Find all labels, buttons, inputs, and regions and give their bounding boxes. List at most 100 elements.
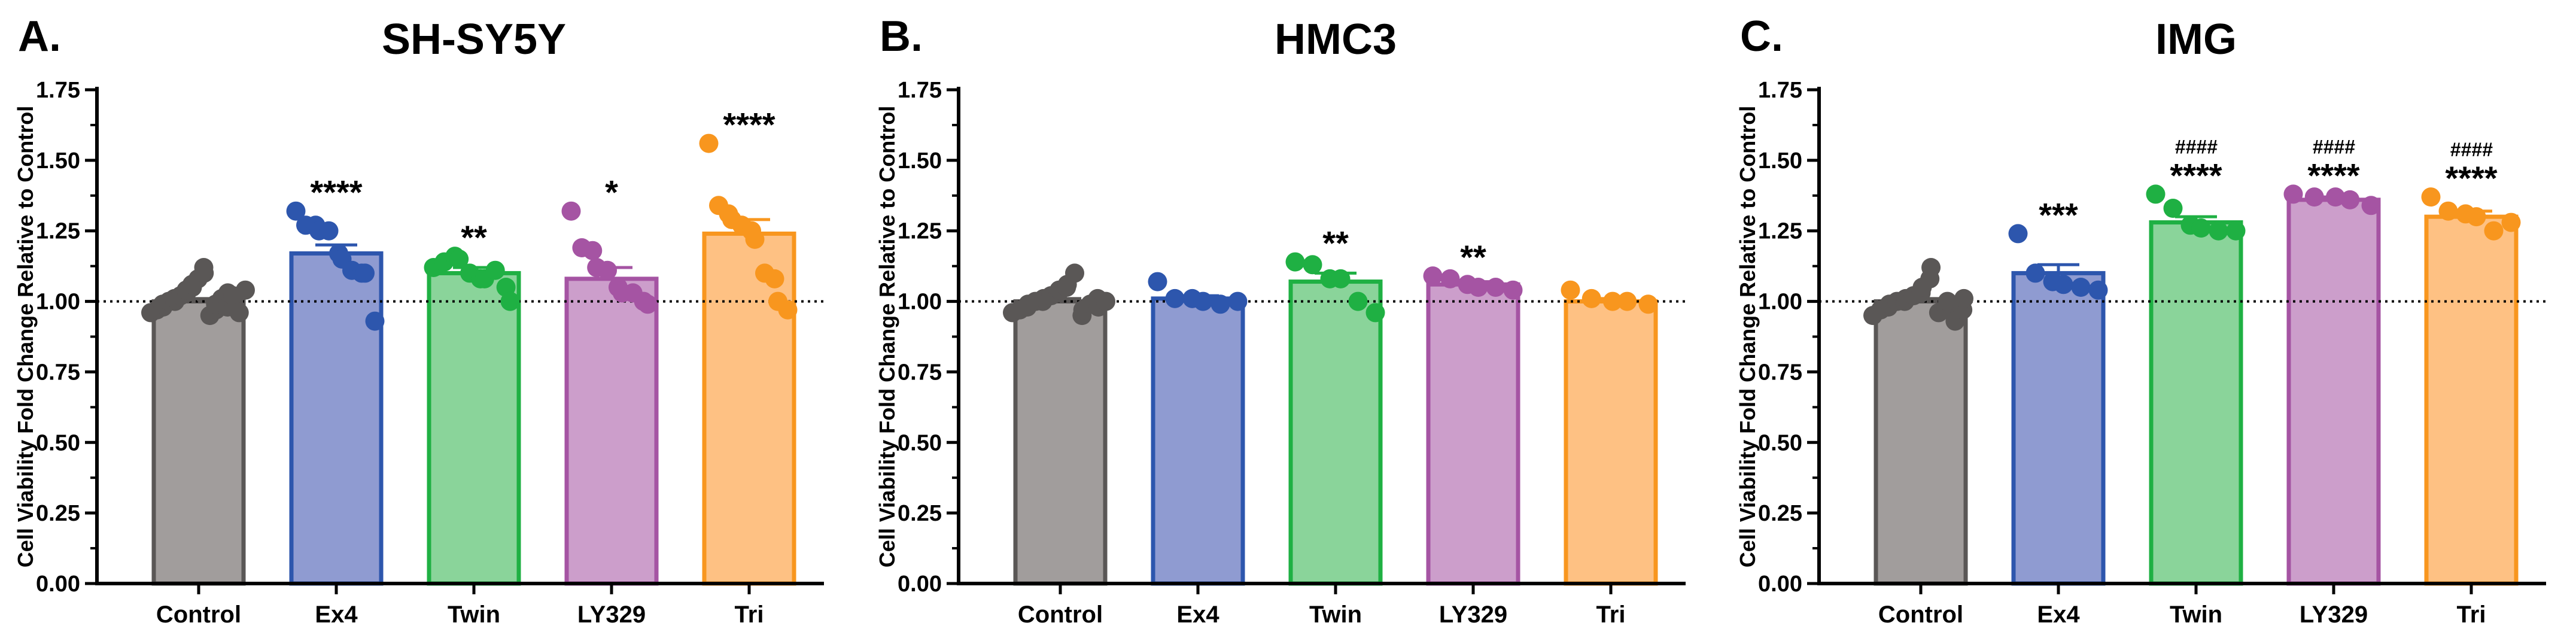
significance-label: *** (2039, 196, 2078, 233)
data-point (1165, 288, 1185, 308)
data-point (229, 303, 249, 323)
data-point (365, 311, 385, 331)
x-tick-label: Tri (2457, 601, 2486, 628)
x-tick-label: Ex4 (315, 601, 358, 628)
data-point (319, 221, 339, 241)
data-point (2283, 184, 2303, 204)
significance-label: **** (2170, 156, 2222, 194)
bar-ly329 (2286, 198, 2381, 586)
y-tick-label: 1.75 (36, 78, 80, 103)
data-point (745, 229, 765, 249)
y-tick-label: 1.25 (36, 219, 80, 244)
x-tick-label: Tri (1596, 601, 1626, 628)
significance-hash-label: #### (2312, 136, 2355, 157)
data-point (2008, 224, 2028, 244)
y-tick-label: 1.00 (1758, 290, 1802, 315)
chart-panel-1: A. SH-SY5Y Cell Viability Fold Change Rela… (13, 13, 824, 628)
data-point (1638, 294, 1658, 314)
data-point (2226, 221, 2246, 241)
x-tick-label: Twin (1309, 601, 1362, 628)
x-tick-label: Twin (2170, 601, 2222, 628)
significance-label: ** (1460, 238, 1486, 276)
data-point (1193, 291, 1213, 311)
significance-hash-label: #### (2174, 136, 2217, 157)
data-point (1561, 280, 1580, 300)
data-point (2501, 212, 2521, 232)
y-axis-label: Cell Viability Fold Change Relative to C… (875, 106, 899, 567)
bar-twin (427, 271, 521, 586)
data-point (598, 260, 618, 280)
data-point (500, 291, 520, 311)
data-point (583, 241, 603, 260)
panel-letter: B. (880, 13, 923, 60)
data-point (355, 263, 375, 283)
chart-panel-3: C. IMG Cell Viability Fold Change Relative… (1735, 13, 2546, 628)
bar-twin (1288, 279, 1383, 586)
x-tick-label: Ex4 (2037, 601, 2080, 628)
y-tick-label: 1.50 (898, 148, 942, 174)
y-tick-label: 1.50 (36, 148, 80, 174)
bar-ex4 (1151, 296, 1245, 586)
data-point (1211, 294, 1230, 314)
bar-tri (1564, 299, 1658, 586)
data-point (1954, 288, 1973, 308)
significance-label: **** (2445, 159, 2497, 197)
data-point (1065, 263, 1084, 283)
bar-ex4 (289, 251, 384, 586)
x-tick-label: Control (156, 601, 241, 628)
bar-control (1874, 299, 1968, 586)
data-point (2071, 278, 2091, 297)
chart-title: HMC3 (1275, 16, 1397, 63)
data-point (194, 258, 214, 277)
data-point (1468, 278, 1488, 297)
data-point (2088, 280, 2108, 300)
data-point (2163, 199, 2183, 218)
significance-label: * (605, 174, 618, 211)
y-tick-label: 0.25 (1758, 501, 1802, 526)
bar-ly329 (1426, 282, 1520, 586)
x-tick-label: LY329 (2300, 601, 2368, 628)
significance-label: **** (310, 174, 362, 211)
data-point (1331, 269, 1351, 288)
data-point (1503, 280, 1523, 300)
panel-letter: C. (1740, 13, 1783, 60)
y-tick-label: 1.75 (898, 78, 942, 103)
data-point (2191, 218, 2211, 238)
y-tick-label: 1.00 (36, 290, 80, 315)
x-tick-label: Tri (735, 601, 764, 628)
y-tick-label: 1.25 (898, 219, 942, 244)
x-tick-label: LY329 (577, 601, 646, 628)
y-tick-label: 1.75 (1758, 78, 1802, 103)
data-point (1228, 291, 1248, 311)
data-point (2146, 184, 2166, 204)
data-point (638, 294, 658, 314)
y-tick-label: 1.25 (1758, 219, 1802, 244)
data-point (2438, 201, 2458, 221)
bar-ly329 (564, 276, 659, 586)
data-point (1423, 266, 1443, 286)
data-point (449, 249, 469, 269)
bar-control (1013, 299, 1108, 586)
x-tick-label: Ex4 (1176, 601, 1219, 628)
chart-panel-2: B. HMC3 Cell Viability Fold Change Relativ… (875, 13, 1686, 628)
significance-label: ** (1322, 224, 1349, 262)
bar-tri (702, 231, 796, 586)
data-point (485, 260, 505, 280)
data-point (2054, 275, 2073, 294)
data-point (1096, 291, 1115, 311)
significance-label: **** (723, 106, 775, 144)
data-point (2361, 196, 2381, 215)
y-tick-label: 0.00 (898, 572, 942, 597)
y-tick-label: 0.00 (1758, 572, 1802, 597)
x-tick-label: Control (1018, 601, 1103, 628)
y-tick-label: 0.50 (36, 430, 80, 455)
data-point (2209, 221, 2228, 241)
y-tick-label: 0.00 (36, 572, 80, 597)
data-point (2025, 263, 2045, 283)
bar-tri (2424, 214, 2519, 586)
significance-label: **** (2307, 156, 2359, 194)
data-point (236, 280, 255, 300)
data-point (1348, 291, 1368, 311)
y-tick-label: 1.00 (898, 290, 942, 315)
y-tick-label: 0.75 (898, 360, 942, 385)
